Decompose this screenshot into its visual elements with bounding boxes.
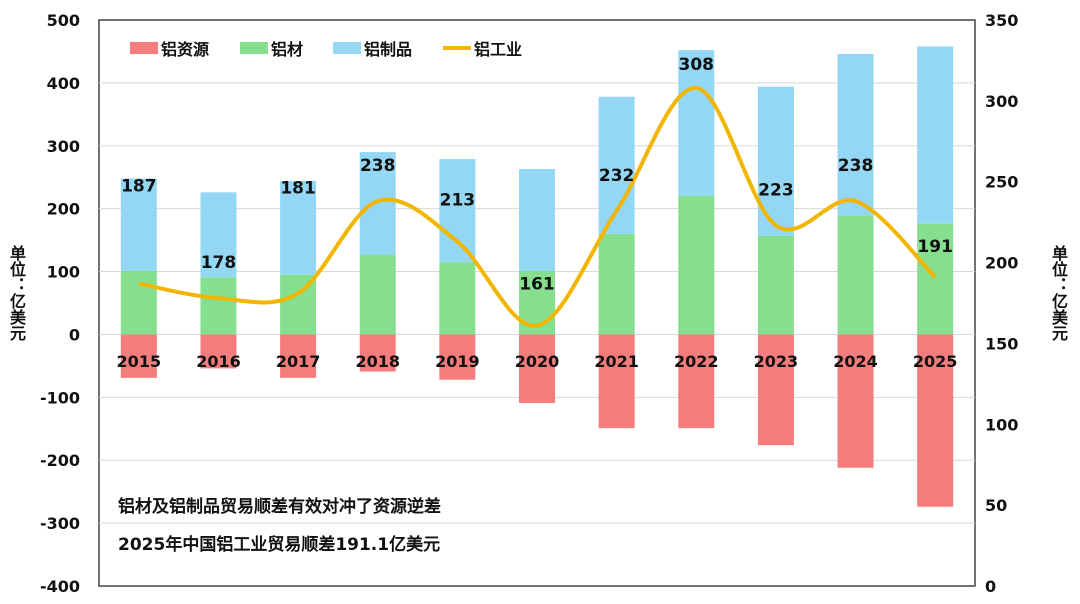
left-tick-label: 0 bbox=[69, 325, 80, 344]
bar-2018-material bbox=[359, 254, 396, 335]
x-tick-label: 2023 bbox=[754, 352, 799, 371]
bar-2018-product bbox=[359, 152, 396, 255]
bar-2021-resource bbox=[598, 334, 635, 429]
data-label: 238 bbox=[360, 156, 396, 176]
x-tick-label: 2016 bbox=[196, 352, 241, 371]
x-tick-label: 2020 bbox=[515, 352, 560, 371]
right-tick-label: 350 bbox=[985, 11, 1018, 30]
data-label: 181 bbox=[280, 178, 316, 198]
bar-2015-material bbox=[120, 270, 157, 335]
right-tick-label: 200 bbox=[985, 254, 1018, 273]
right-tick-label: 250 bbox=[985, 173, 1018, 192]
annotation-text: 2025年中国铝工业贸易顺差191.1亿美元 bbox=[118, 534, 440, 555]
bar-2020-resource bbox=[519, 334, 555, 403]
left-axis-label: 单位：亿美元 bbox=[7, 245, 26, 341]
left-tick-label: -400 bbox=[40, 577, 80, 596]
data-label: 161 bbox=[519, 275, 555, 295]
bar-2019-product bbox=[439, 158, 476, 263]
left-tick-label: 400 bbox=[47, 74, 80, 93]
bar-2017-product bbox=[280, 180, 317, 275]
bar-2023-resource bbox=[757, 334, 794, 446]
bar-2025-product bbox=[917, 46, 954, 224]
x-tick-label: 2025 bbox=[913, 352, 958, 371]
bar-2018-resource bbox=[359, 334, 396, 372]
left-tick-label: 200 bbox=[47, 200, 80, 219]
legend-label: 铝资源 bbox=[161, 40, 209, 59]
bar-2019-resource bbox=[439, 334, 476, 380]
bar-2022-material bbox=[678, 196, 715, 335]
left-tick-label: 300 bbox=[47, 137, 80, 156]
right-tick-label: 300 bbox=[985, 92, 1018, 111]
x-tick-label: 2021 bbox=[594, 352, 639, 371]
legend-label: 铝工业 bbox=[474, 40, 522, 59]
left-tick-label: -100 bbox=[40, 388, 80, 407]
legend-swatch-2 bbox=[333, 42, 361, 54]
legend-swatch-1 bbox=[240, 42, 268, 54]
data-label: 238 bbox=[838, 156, 874, 176]
data-label: 191 bbox=[917, 237, 953, 257]
bar-2023-material bbox=[757, 235, 794, 335]
x-tick-label: 2015 bbox=[117, 352, 162, 371]
bar-2025-material bbox=[917, 223, 954, 335]
bar-2024-product bbox=[837, 53, 874, 216]
line-series-industry bbox=[138, 85, 937, 328]
data-label: 308 bbox=[679, 55, 715, 75]
data-label: 223 bbox=[758, 180, 794, 200]
bar-2021-material bbox=[598, 233, 635, 335]
x-tick-label: 2018 bbox=[355, 352, 400, 371]
bar-2024-resource bbox=[837, 334, 874, 468]
data-label: 178 bbox=[201, 253, 237, 273]
right-axis-label: 单位：亿美元 bbox=[1049, 245, 1068, 341]
data-label: 187 bbox=[121, 177, 157, 197]
data-label: 232 bbox=[599, 166, 635, 186]
bar-2016-material bbox=[200, 277, 237, 335]
data-label: 213 bbox=[440, 191, 476, 211]
bar-2020-product bbox=[519, 169, 555, 271]
bar-2024-material bbox=[837, 215, 874, 335]
right-tick-label: 100 bbox=[985, 415, 1018, 434]
x-tick-label: 2022 bbox=[674, 352, 719, 371]
right-tick-label: 0 bbox=[985, 577, 996, 596]
x-tick-label: 2024 bbox=[833, 352, 878, 371]
bar-2025-resource bbox=[917, 334, 954, 507]
bar-2017-resource bbox=[280, 334, 317, 378]
left-tick-label: -300 bbox=[40, 514, 80, 533]
bar-2016-product bbox=[200, 192, 237, 278]
x-tick-label: 2017 bbox=[276, 352, 321, 371]
bar-2015-product bbox=[120, 178, 157, 271]
right-tick-label: 50 bbox=[985, 496, 1007, 515]
x-tick-label: 2019 bbox=[435, 352, 480, 371]
annotation-text: 铝材及铝制品贸易顺差有效对冲了资源逆差 bbox=[118, 496, 441, 517]
left-tick-label: -200 bbox=[40, 451, 80, 470]
left-tick-label: 100 bbox=[47, 263, 80, 282]
bar-2015-resource bbox=[120, 334, 157, 378]
bar-2022-product bbox=[678, 50, 715, 197]
legend-label: 铝制品 bbox=[364, 40, 412, 59]
left-tick-label: 500 bbox=[47, 11, 80, 30]
bar-2016-resource bbox=[200, 334, 237, 369]
legend-swatch-0 bbox=[130, 42, 158, 54]
bar-2022-resource bbox=[678, 334, 715, 429]
bar-2019-material bbox=[439, 262, 476, 335]
right-tick-label: 150 bbox=[985, 334, 1018, 353]
legend-label: 铝材 bbox=[271, 40, 303, 59]
